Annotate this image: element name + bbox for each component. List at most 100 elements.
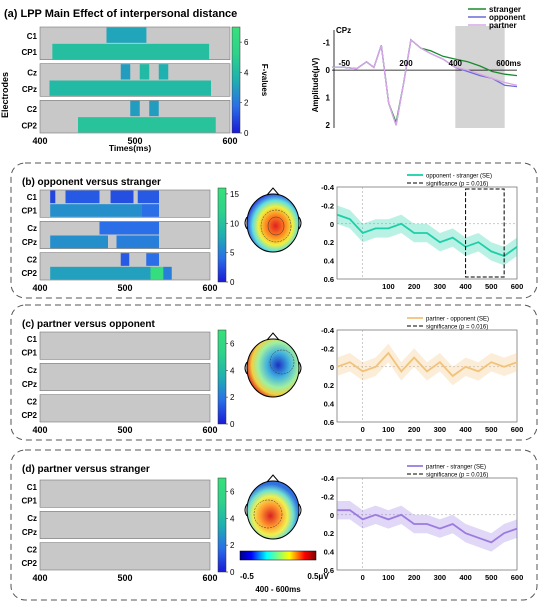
colorbar-tick-4: 4 [230,366,235,375]
diff-xtick-600: 600 [511,573,524,582]
colorbar-tick-10: 10 [230,219,239,228]
heat-cell-cp2-0 [78,117,216,133]
panel-d-frame [10,449,538,601]
topo-window-label: 400 - 600ms [255,585,301,594]
diff-xtick-0: 0 [361,573,365,582]
heat-cell-cpz-0 [49,80,211,96]
heat-cell-cp2-2 [163,266,172,280]
colorbar-bar [217,329,227,425]
colorbar-tick-0: 0 [230,420,235,429]
erp-xtick-200: 200 [399,59,413,68]
heatmap-group-2 [39,542,211,571]
diff-mean-line [337,509,518,544]
diff-ytick-0.4: 0.4 [324,257,335,266]
panel-c-topo-contour [269,349,295,375]
diff-xtick-600: 600 [511,425,524,434]
panel-d-topo-nose [266,474,280,483]
heat-cell-c2-0 [120,253,130,266]
heat-cell-c1-0 [106,27,147,43]
diff-xtick-200: 200 [408,282,421,291]
diff-xtick-400: 400 [459,573,472,582]
electrode-label-cp2: CP2 [21,269,37,278]
diff-legend-se: partner - opponent (SE) [426,317,489,323]
heat-cell-cpz-1 [116,235,159,249]
heat-cell-cp2-0 [50,266,151,280]
heat-cell-cpz-0 [50,235,108,249]
panel-a-title: (a) LPP Main Effect of interpersonal dis… [4,8,237,20]
electrode-label-cp1: CP1 [21,497,37,506]
colorbar-tick-6: 6 [244,38,249,47]
heatmap-xtick-400: 400 [32,425,47,435]
heat-cell-cp1-0 [50,204,143,217]
diff-ytick-0.2: 0.2 [324,529,334,538]
diff-se-band [337,343,517,386]
diff-legend-se: partner - stranger (SE) [426,465,486,471]
panel-c-topo-head [246,338,300,398]
heat-cell-cz-0 [120,64,131,80]
heatmap-xtick-500: 500 [127,136,142,146]
colorbar-bar [231,26,241,134]
electrode-label-cp1: CP1 [21,349,37,358]
panel-c-title: (c) partner versus opponent [22,319,155,330]
panel-d-title: (d) partner versus stranger [22,464,150,475]
electrode-label-cpz: CPz [22,85,37,94]
topo-scale-max: 0.5μV [307,572,329,581]
diff-xtick-300: 300 [434,573,447,582]
diff-ytick-0.2: 0.2 [324,238,334,247]
colorbar-tick-5: 5 [230,249,235,258]
heat-cell-c1-2 [110,190,134,204]
erp-ylabel: Amplitude(μV) [311,57,320,112]
panel-c-heatmap: C1 CP1 Cz CPz C2 CP2 400 500 600 [21,331,218,435]
panel-c-colorbar: 0 2 4 6 [217,329,235,429]
heatmap-xtick-400: 400 [32,136,47,146]
topo-scale-min: -0.5 [240,572,254,581]
electrode-label-c2: C2 [27,105,38,114]
panel-b-difference-wave: -0.4 -0.2 0 0.2 0.4 0.6 100 200 300 400 500 600 oppo… [321,174,523,292]
heat-cell-c1-3 [137,190,159,204]
diff-xtick-200: 200 [408,425,421,434]
diff-ytick--0.2: -0.2 [321,344,334,353]
topo-colorscale [239,550,317,561]
heat-cell-cp1-1 [142,204,159,217]
diff-ytick-0.6: 0.6 [324,566,334,575]
diff-xtick-100: 100 [382,282,395,291]
electrode-label-cp2: CP2 [21,559,37,568]
erp-ytick-0: 0 [326,66,331,75]
diff-ytick-0.6: 0.6 [324,275,334,284]
heat-cell-cz-1 [139,64,150,80]
heat-cell-c2-1 [149,100,159,117]
colorbar-tick-2: 2 [230,541,235,550]
erp-ytick--1: -1 [323,39,331,48]
electrode-label-cp1: CP1 [21,207,37,216]
panel-b-heatmap: C1 CP1 Cz CPz C2 CP2 400 500 600 [21,189,218,293]
colorbar-tick-0: 0 [244,129,249,138]
diff-legend-significance: significance (p = 0.016) [426,473,488,479]
erp-ytick-2: 2 [326,121,331,130]
erp-xtick-600ms: 600ms [496,59,521,68]
panel-a-xlabel: Times(ms) [109,143,152,153]
panel-b-topo-ear-left [244,216,248,230]
panel-b-title: (b) opponent versus stranger [22,177,161,188]
heatmap-xtick-500: 500 [117,573,132,583]
electrode-label-c2: C2 [27,546,38,555]
erp-line-partner [332,38,518,126]
panel-a-colorbar-label: F-values [260,64,269,97]
colorbar-tick-2: 2 [244,99,249,108]
heat-cell-c2-0 [130,100,140,117]
electrode-label-c2: C2 [27,398,38,407]
heatmap-xtick-500: 500 [117,283,132,293]
heatmap-group-0 [39,479,211,508]
colorbar-tick-4: 4 [230,514,235,523]
diff-ytick-0: 0 [330,511,334,520]
panel-d-topo-contour [253,499,283,529]
diff-ytick-0.4: 0.4 [324,548,335,557]
colorbar-bar [217,187,227,283]
panel-a-heatmap: C1 CP1 Cz CPz C2 CP2 400 500 600 [21,26,238,146]
erp-legend-label-opponent: opponent [489,13,526,22]
diff-ytick--0.2: -0.2 [321,201,334,210]
panel-d-colorbar: 0 2 4 6 [217,477,235,577]
panel-d-topomap [244,474,302,540]
diff-ytick--0.4: -0.4 [321,183,335,192]
erp-ytick-1: 1 [326,94,331,103]
